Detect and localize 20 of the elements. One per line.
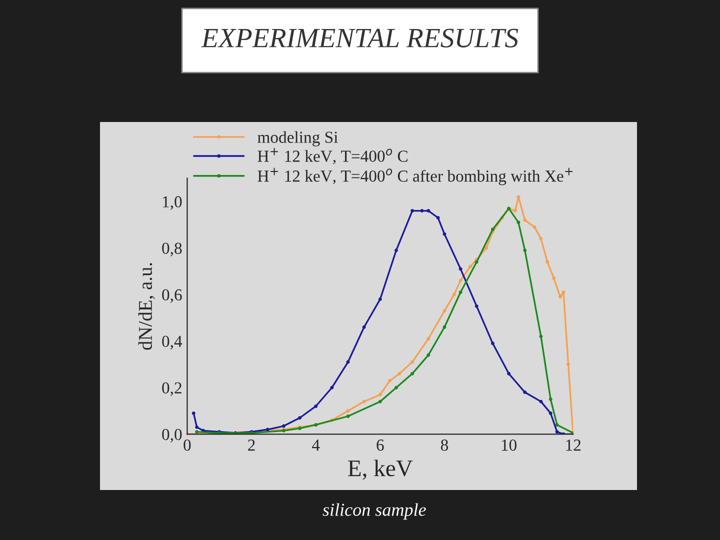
x-axis-title: E, keV xyxy=(348,460,413,480)
y-tick-label: 0,2 xyxy=(162,382,182,396)
legend-label: H$^{+}$ 12 keV, T=400$^{o}$ C after bombing with Xe$^{+}$ xyxy=(258,168,573,186)
x-tick-label: 6 xyxy=(376,440,384,451)
y-tick-label: 1,0 xyxy=(162,196,182,210)
y-tick-label: 0,6 xyxy=(162,289,182,303)
x-tick-label: 4 xyxy=(312,440,320,451)
legend-label: H$^{+}$ 12 keV, T=400$^{o}$ C xyxy=(258,148,408,164)
x-tick-label: 12 xyxy=(566,440,581,451)
chart-title: EXPERIMENTAL RESULTS xyxy=(201,28,518,48)
y-tick-label: 0,4 xyxy=(162,336,182,350)
x-tick-label: 8 xyxy=(440,440,448,451)
x-tick-label: 10 xyxy=(502,440,516,451)
y-tick-label: 0,0 xyxy=(162,428,182,443)
y-axis-title: dN/dE, a.u. xyxy=(138,263,155,350)
y-tick-label: 0,8 xyxy=(162,242,182,256)
x-tick-label: 2 xyxy=(248,440,255,451)
x-tick-label: 0 xyxy=(184,440,191,451)
text: silicon sample xyxy=(322,503,426,520)
legend-label: modeling Si xyxy=(258,131,338,146)
